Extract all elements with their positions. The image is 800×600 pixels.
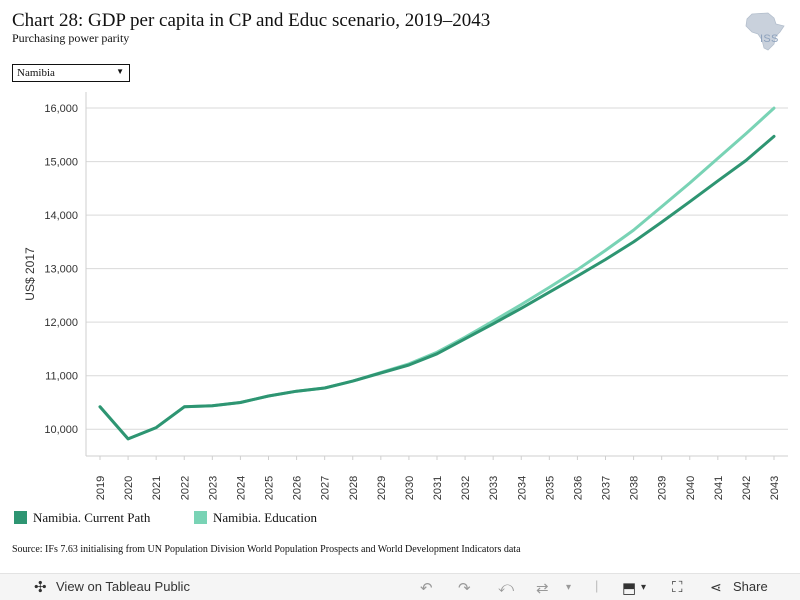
x-tick-labels: 2019 2020 2021 2022 2023 2024 2025 2026 2027 2028… [95, 456, 781, 500]
legend-label-education: Namibia. Education [213, 510, 317, 525]
country-filter-value: Namibia [17, 67, 55, 79]
x-tick-label: 2027 [320, 476, 332, 500]
toolbar-divider: | [595, 578, 599, 593]
x-tick-label: 2030 [404, 476, 416, 500]
chart-title: Chart 28: GDP per capita in CP and Educ … [12, 10, 491, 31]
y-tick-label: 13,000 [44, 264, 78, 276]
x-tick-label: 2036 [572, 476, 584, 500]
logo-text: ISS [760, 33, 779, 45]
share-button[interactable]: Share [733, 579, 768, 594]
x-tick-label: 2019 [95, 476, 107, 500]
y-axis-label: US$ 2017 [23, 247, 37, 301]
share-icon[interactable]: ⋖ [710, 579, 722, 595]
chevron-down-icon: ▼ [116, 67, 124, 76]
x-tick-label: 2026 [292, 476, 304, 500]
chart-subtitle: Purchasing power parity [12, 31, 130, 45]
y-tick-label: 16,000 [44, 103, 78, 115]
series-line-namibia-current-path [98, 134, 776, 441]
x-tick-label: 2020 [123, 476, 135, 500]
x-tick-label: 2025 [264, 476, 276, 500]
africa-map-logo [745, 12, 785, 51]
grid-lines [86, 107, 788, 430]
x-tick-label: 2038 [629, 476, 641, 500]
country-filter-dropdown[interactable]: Namibia ▼ [12, 64, 130, 82]
x-tick-label: 2022 [179, 476, 191, 500]
y-tick-label: 10,000 [44, 424, 78, 436]
x-tick-label: 2041 [713, 476, 725, 500]
x-tick-label: 2029 [376, 476, 388, 500]
revert-icon[interactable]: ⤺ [498, 579, 515, 596]
x-tick-label: 2042 [741, 476, 753, 500]
y-tick-label: 15,000 [44, 157, 78, 169]
x-tick-label: 2021 [151, 476, 163, 500]
series-line-namibia-education [98, 106, 776, 441]
x-tick-label: 2023 [207, 476, 219, 500]
redo-icon[interactable]: ↷ [458, 580, 471, 597]
series-lines [98, 106, 776, 441]
download-icon[interactable]: ⬒ [622, 580, 637, 597]
chevron-down-icon[interactable]: ▾ [566, 582, 572, 593]
x-tick-label: 2040 [685, 476, 697, 500]
x-tick-label: 2037 [601, 476, 613, 500]
x-tick-label: 2035 [544, 476, 556, 500]
refresh-icon[interactable]: ⇄ [536, 580, 549, 597]
legend-swatch-education [194, 511, 207, 524]
view-on-tableau-link[interactable]: View on Tableau Public [56, 579, 190, 594]
fullscreen-icon[interactable]: ⛶ [672, 579, 683, 596]
x-tick-label: 2043 [769, 476, 781, 500]
y-tick-labels: 10,000 11,000 12,000 13,000 14,000 15,000 16,0… [44, 103, 78, 436]
download-chevron-icon[interactable]: ▾ [641, 582, 647, 593]
x-tick-label: 2031 [432, 476, 444, 500]
undo-icon[interactable]: ↶ [420, 580, 433, 597]
x-tick-label: 2032 [460, 476, 472, 500]
x-tick-label: 2033 [488, 476, 500, 500]
legend-swatch-current-path [14, 511, 27, 524]
x-tick-label: 2039 [657, 476, 669, 500]
legend-label-current-path: Namibia. Current Path [33, 510, 151, 525]
y-tick-label: 14,000 [44, 210, 78, 222]
y-tick-label: 11,000 [45, 371, 78, 383]
y-tick-label: 12,000 [44, 317, 78, 329]
tableau-toolbar: ✣ View on Tableau Public ↶ ↷ ⤺ ⇄ ▾ | ⬒ ▾… [0, 573, 800, 600]
x-tick-label: 2028 [348, 476, 360, 500]
tableau-logo-icon: ✣ [34, 579, 47, 596]
legend-item-current-path[interactable]: Namibia. Current Path [14, 510, 150, 526]
x-tick-label: 2024 [235, 476, 247, 500]
x-tick-label: 2034 [516, 476, 528, 500]
legend-item-education[interactable]: Namibia. Education [194, 510, 317, 526]
line-chart: 10,000 11,000 12,000 13,000 14,000 15,000 16,0… [23, 92, 788, 500]
source-note: Source: IFs 7.63 initialising from UN Po… [12, 544, 521, 555]
